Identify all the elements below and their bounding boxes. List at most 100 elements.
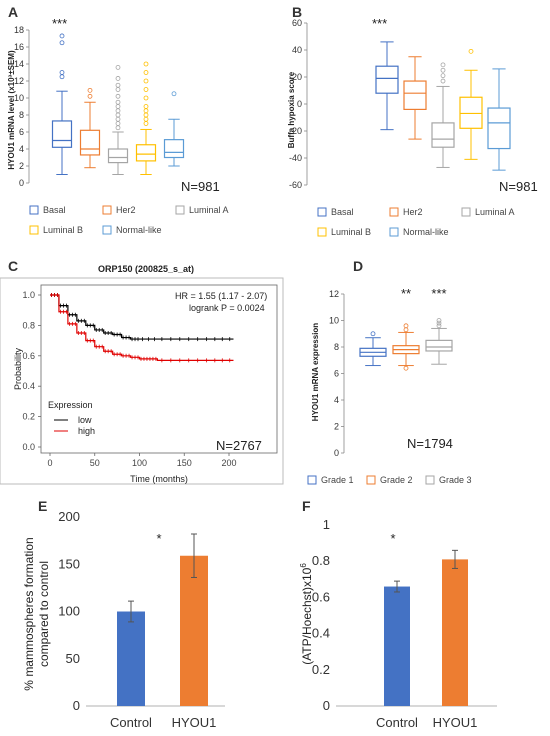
outlier-point: [436, 320, 442, 326]
box-iqr: [163, 139, 185, 159]
x-tick-label: 150: [177, 458, 192, 468]
y-tick-label: 0: [19, 178, 24, 188]
legend-label: Luminal B: [331, 227, 371, 237]
legend-label: Grade 1: [321, 475, 354, 485]
outlier-point: [115, 104, 121, 109]
y-tick-label: 0.8: [312, 553, 330, 568]
y-axis-title-a: HYOU1 mRNA level (x10³±SEM): [7, 50, 16, 170]
box-iqr: [431, 122, 455, 148]
legend-label: Luminal B: [43, 225, 83, 235]
x-category-label: Control: [376, 715, 418, 730]
outlier-point: [468, 48, 474, 54]
x-tick-label: 100: [132, 458, 147, 468]
outlier-point: [87, 87, 93, 93]
y-tick-label: -60: [289, 180, 302, 190]
box-grade-1: [359, 331, 387, 367]
outlier-point: [115, 99, 121, 105]
x-category-label: Control: [110, 715, 152, 730]
y-tick-label: 0.6: [312, 589, 330, 604]
y-tick-label: 0: [73, 698, 80, 713]
y-tick-label: 14: [14, 59, 24, 69]
outlier-point: [436, 318, 442, 323]
y-axis-title-f-main: (ATP/Hoechst)x10: [300, 567, 314, 664]
box-iqr: [403, 80, 427, 111]
y-tick-label: 2: [334, 422, 339, 432]
outlier-point: [115, 112, 121, 118]
y-tick-label: 10: [329, 316, 339, 326]
y-tick-label: 0: [323, 698, 330, 713]
legend-label: Luminal A: [189, 205, 229, 215]
x-tick-label: 50: [90, 458, 100, 468]
legend-swatch: [175, 205, 185, 215]
outlier-point: [171, 91, 177, 97]
outlier-point: [436, 323, 442, 329]
box-normal-like: [163, 91, 185, 167]
km-curves: [50, 293, 234, 363]
outlier-point: [115, 82, 121, 88]
y-tick-label: 16: [14, 42, 24, 52]
legend-swatch: [102, 225, 112, 235]
km-plot-area: [40, 284, 278, 454]
x-tick-label: 0: [47, 458, 52, 468]
y-tick-label: 0.6: [22, 351, 35, 361]
box-her2: [403, 56, 427, 140]
box-normal-like: [487, 68, 511, 171]
y-axis-title-e-line2: compared to control: [37, 561, 51, 667]
y-tick-label: 8: [19, 110, 24, 120]
panel-letter-f: F: [302, 498, 311, 514]
km-axes: 0 50 100 150 200 0.0 0.2 0.4 0.6 0.8 1.0: [22, 290, 236, 468]
box-luminal-a: [431, 62, 455, 168]
outlier-point: [143, 95, 149, 101]
bar-control: [384, 586, 410, 706]
panel-letter-e: E: [38, 498, 47, 514]
bar-chart-e: 0 50 100 150 200 Control HYOU1 *: [58, 509, 225, 730]
panel-letter-d: D: [353, 258, 363, 274]
km-title: ORP150 (200825_s_at): [98, 264, 194, 274]
significance-label-d: **: [401, 286, 411, 301]
outlier-point: [143, 78, 149, 84]
legend-swatch: [29, 205, 39, 215]
y-tick-label: 150: [58, 556, 80, 571]
legend-swatch: [425, 475, 435, 485]
outlier-point: [143, 104, 149, 109]
outlier-point: [143, 87, 149, 92]
y-axis-title-e-line1: % mammospheres formation: [22, 537, 36, 690]
x-category-label: HYOU1: [433, 715, 478, 730]
outlier-point: [440, 73, 446, 79]
legend-swatch: [461, 207, 471, 217]
y-tick-label: 6: [19, 127, 24, 137]
legend-swatch: [389, 207, 399, 217]
km-p-text: logrank P = 0.0024: [189, 303, 265, 313]
y-tick-label: 18: [14, 25, 24, 35]
km-legend-title: Expression: [48, 400, 93, 410]
box-basal: [375, 41, 399, 131]
n-label-b: N=981: [499, 179, 538, 194]
y-axis-title-d: HYOU1 mRNA expression: [311, 323, 320, 422]
panel-c: C ORP150 (200825_s_at) 0 50 100 150 200 0.0 0.…: [0, 258, 284, 485]
boxes-b: [375, 41, 511, 171]
outlier-point: [59, 40, 65, 46]
y-axis-b: -60 -40 -20 0 20 40 60: [289, 18, 308, 190]
outlier-point: [403, 327, 409, 333]
box-iqr: [375, 65, 399, 94]
outlier-point: [115, 76, 121, 81]
significance-label: *: [390, 531, 395, 546]
x-tick-label: 200: [221, 458, 236, 468]
panel-letter-a: A: [8, 4, 18, 20]
legend-label: Basal: [331, 207, 354, 217]
bar-control: [117, 611, 145, 706]
outlier-point: [115, 121, 121, 126]
km-x-axis-title: Time (months): [130, 474, 188, 484]
legend-label: Grade 2: [380, 475, 413, 485]
y-tick-label: 12: [14, 76, 24, 86]
box-iqr: [425, 339, 453, 352]
outlier-point: [59, 33, 65, 39]
y-tick-label: 100: [58, 604, 80, 619]
km-frame: [0, 277, 284, 485]
y-tick-label: 50: [66, 651, 80, 666]
y-axis-a: 0 2 4 6 8 10 12 14 16 18: [14, 25, 30, 188]
box-luminal-a: [107, 65, 129, 175]
legend-label: Her2: [403, 207, 423, 217]
legend-swatch: [307, 475, 317, 485]
